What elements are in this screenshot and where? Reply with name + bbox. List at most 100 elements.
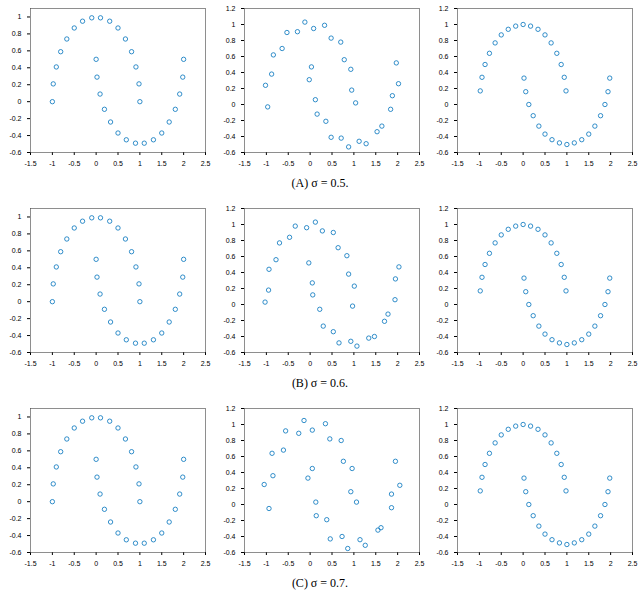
- svg-text:-1.5: -1.5: [238, 360, 250, 367]
- svg-text:-1: -1: [263, 360, 269, 367]
- svg-text:0.4: 0.4: [12, 464, 22, 471]
- svg-text:1: 1: [565, 560, 569, 567]
- svg-text:0.2: 0.2: [12, 481, 22, 488]
- svg-text:-0.2: -0.2: [223, 517, 235, 524]
- svg-text:0: 0: [521, 160, 525, 167]
- svg-text:0.5: 0.5: [327, 360, 337, 367]
- svg-text:-0.5: -0.5: [495, 360, 507, 367]
- svg-text:2: 2: [395, 360, 399, 367]
- svg-text:1.5: 1.5: [157, 360, 167, 367]
- svg-text:1: 1: [138, 160, 142, 167]
- svg-text:0.2: 0.2: [12, 81, 22, 88]
- svg-text:0.5: 0.5: [327, 560, 337, 567]
- svg-text:0.6: 0.6: [12, 247, 22, 254]
- svg-text:1: 1: [445, 21, 449, 28]
- svg-text:-0.6: -0.6: [9, 349, 21, 356]
- svg-text:1.2: 1.2: [225, 405, 235, 412]
- svg-text:0.4: 0.4: [225, 269, 235, 276]
- svg-text:0.2: 0.2: [439, 85, 449, 92]
- svg-text:-1.5: -1.5: [24, 560, 36, 567]
- svg-text:-0.5: -0.5: [68, 560, 80, 567]
- svg-text:0.5: 0.5: [113, 360, 123, 367]
- svg-text:2.5: 2.5: [201, 160, 211, 167]
- svg-text:-1: -1: [263, 560, 269, 567]
- svg-text:-1.5: -1.5: [238, 560, 250, 567]
- svg-text:0.8: 0.8: [439, 437, 449, 444]
- svg-text:0: 0: [18, 98, 22, 105]
- svg-text:0: 0: [308, 560, 312, 567]
- svg-text:0.4: 0.4: [12, 264, 22, 271]
- svg-text:0.5: 0.5: [540, 360, 550, 367]
- svg-text:0.8: 0.8: [12, 30, 22, 37]
- svg-text:2.5: 2.5: [628, 360, 638, 367]
- svg-text:0.8: 0.8: [12, 430, 22, 437]
- svg-text:1: 1: [565, 160, 569, 167]
- svg-text:0.8: 0.8: [12, 230, 22, 237]
- svg-text:1: 1: [18, 413, 22, 420]
- svg-text:0.5: 0.5: [540, 560, 550, 567]
- svg-text:-1.5: -1.5: [451, 560, 463, 567]
- svg-text:-0.2: -0.2: [9, 515, 21, 522]
- svg-text:1: 1: [565, 360, 569, 367]
- svg-text:1.5: 1.5: [584, 160, 594, 167]
- svg-text:0: 0: [94, 360, 98, 367]
- svg-text:-0.2: -0.2: [9, 315, 21, 322]
- svg-text:2: 2: [609, 160, 613, 167]
- svg-text:0.6: 0.6: [439, 453, 449, 460]
- svg-text:-1.5: -1.5: [24, 360, 36, 367]
- svg-text:2: 2: [609, 560, 613, 567]
- svg-text:0.8: 0.8: [225, 437, 235, 444]
- svg-text:-0.4: -0.4: [9, 532, 21, 539]
- svg-text:-0.4: -0.4: [436, 533, 448, 540]
- svg-text:-1: -1: [49, 360, 55, 367]
- svg-text:-0.6: -0.6: [436, 349, 448, 356]
- svg-text:-0.2: -0.2: [9, 115, 21, 122]
- svg-text:1.2: 1.2: [225, 5, 235, 12]
- svg-text:0.4: 0.4: [439, 469, 449, 476]
- svg-text:0.4: 0.4: [439, 269, 449, 276]
- svg-text:1.5: 1.5: [370, 360, 380, 367]
- svg-text:1: 1: [231, 421, 235, 428]
- svg-text:0.6: 0.6: [12, 447, 22, 454]
- svg-text:0: 0: [521, 560, 525, 567]
- svg-text:-0.6: -0.6: [223, 149, 235, 156]
- svg-text:2: 2: [182, 360, 186, 367]
- svg-text:1: 1: [138, 560, 142, 567]
- svg-text:0.6: 0.6: [439, 253, 449, 260]
- svg-text:2: 2: [609, 360, 613, 367]
- svg-text:-0.4: -0.4: [436, 133, 448, 140]
- svg-text:-1.5: -1.5: [238, 160, 250, 167]
- svg-text:-0.5: -0.5: [495, 560, 507, 567]
- svg-text:-1: -1: [476, 560, 482, 567]
- svg-text:2: 2: [395, 160, 399, 167]
- svg-text:0: 0: [445, 101, 449, 108]
- svg-text:0.5: 0.5: [113, 560, 123, 567]
- svg-text:1: 1: [18, 213, 22, 220]
- svg-text:0.8: 0.8: [439, 237, 449, 244]
- svg-text:0: 0: [445, 301, 449, 308]
- svg-text:0: 0: [308, 360, 312, 367]
- svg-text:2.5: 2.5: [414, 160, 424, 167]
- svg-text:0: 0: [231, 301, 235, 308]
- svg-text:0.6: 0.6: [225, 253, 235, 260]
- svg-text:0.4: 0.4: [12, 64, 22, 71]
- svg-text:2.5: 2.5: [201, 360, 211, 367]
- svg-text:-1: -1: [476, 360, 482, 367]
- svg-text:0: 0: [231, 101, 235, 108]
- svg-text:-0.6: -0.6: [223, 349, 235, 356]
- svg-text:1: 1: [351, 560, 355, 567]
- svg-text:1.5: 1.5: [157, 160, 167, 167]
- svg-text:1.5: 1.5: [157, 560, 167, 567]
- svg-text:0.2: 0.2: [225, 485, 235, 492]
- svg-text:-0.4: -0.4: [223, 133, 235, 140]
- svg-text:0.8: 0.8: [439, 37, 449, 44]
- svg-text:-0.4: -0.4: [9, 132, 21, 139]
- svg-text:-0.4: -0.4: [9, 332, 21, 339]
- svg-text:-1: -1: [49, 160, 55, 167]
- svg-text:1.5: 1.5: [370, 560, 380, 567]
- svg-text:0: 0: [231, 501, 235, 508]
- svg-text:1: 1: [231, 221, 235, 228]
- svg-text:0.6: 0.6: [12, 47, 22, 54]
- svg-text:0.2: 0.2: [12, 281, 22, 288]
- svg-text:1: 1: [18, 13, 22, 20]
